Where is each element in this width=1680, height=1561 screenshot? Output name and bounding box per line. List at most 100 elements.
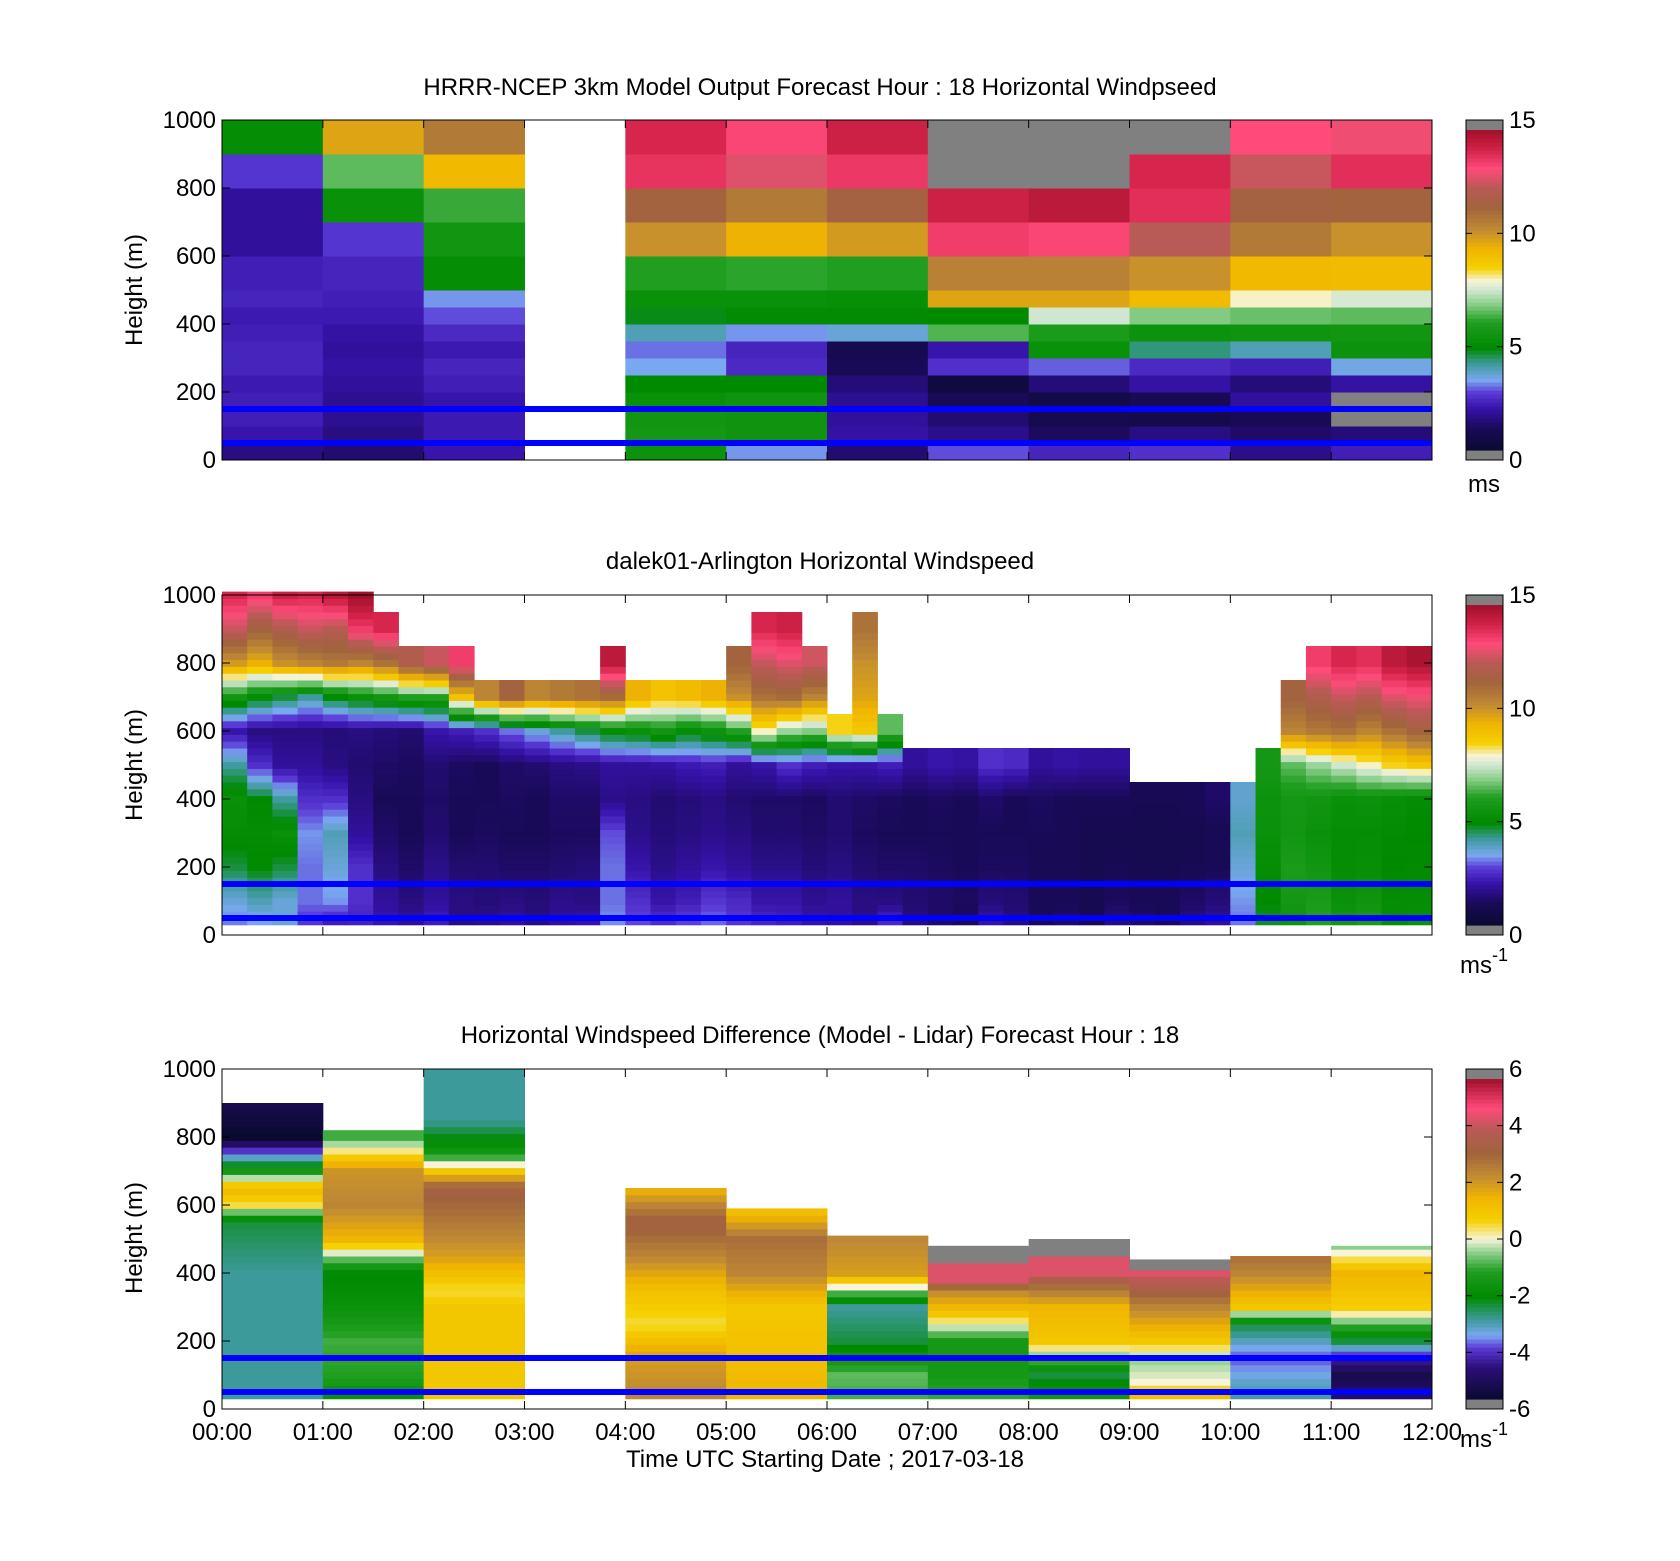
colorbar-swatch [1466,1231,1503,1236]
heatmap-cell [1280,816,1307,824]
heatmap-cell [1331,666,1357,674]
heatmap-cell [322,1222,425,1230]
heatmap-cell [222,1303,324,1311]
heatmap-cell [373,673,399,681]
heatmap-cell [1255,822,1282,831]
heatmap-cell [1053,802,1080,810]
colorbar-swatch [1466,1239,1503,1244]
heatmap-cell [524,720,551,729]
heatmap-cell [448,863,475,871]
heatmap-cell [474,829,500,837]
heatmap-cell [776,734,803,742]
heatmap-cell [322,700,349,708]
heatmap-cell [1104,897,1130,905]
heatmap-cell [574,693,601,701]
heatmap-cell [247,714,273,722]
heatmap-cell [877,856,904,865]
heatmap-cell [625,1201,727,1209]
heatmap-cell [297,625,324,633]
heatmap-cell [322,693,349,701]
heatmap-cell [1406,686,1433,695]
colorbar-swatch [1466,809,1503,814]
heatmap-cell [927,802,954,810]
colorbar-swatch [1466,769,1503,774]
heatmap-cell [1305,727,1332,735]
heatmap-cell [902,782,929,790]
heatmap-cell [675,788,702,797]
heatmap-cell [1230,1296,1332,1305]
colorbar-swatch [1466,214,1503,219]
heatmap-cell [1079,748,1105,756]
heatmap-cell [1205,890,1231,899]
heatmap-cell [247,707,273,715]
heatmap-cell [1104,795,1130,803]
heatmap-cell [1079,863,1105,871]
heatmap-cell [222,1364,324,1373]
heatmap-cell [373,836,399,844]
heatmap-cell [423,1371,525,1379]
heatmap-cell [448,761,475,769]
heatmap-cell [1003,782,1030,790]
colorbar-tick-label: 15 [1509,107,1536,134]
heatmap-cell [1331,1364,1433,1373]
heatmap-cell [322,734,349,742]
heatmap-cell [650,748,677,756]
heatmap-cell [373,850,399,858]
heatmap-cell [1154,829,1181,837]
heatmap-cell [1280,707,1307,715]
heatmap-cell [398,904,425,912]
heatmap-cell [700,802,727,810]
heatmap-cell [272,877,299,885]
heatmap-cell [499,884,525,892]
heatmap-cell [650,741,677,749]
heatmap-cell [852,693,878,701]
heatmap-cell [877,850,904,858]
colorbar-tick-label: -6 [1509,1396,1530,1423]
heatmap-cell [222,1235,324,1243]
heatmap-cell [1230,795,1257,803]
heatmap-cell [222,870,248,878]
colorbar-swatch [1466,1131,1503,1136]
heatmap-cell [1356,911,1383,919]
heatmap-cell [1179,788,1206,797]
heatmap-cell [1381,850,1408,858]
heatmap-cell [978,754,1004,763]
heatmap-cell [1003,795,1030,803]
heatmap-cell [1028,1242,1130,1250]
colorbar-swatch [1466,238,1503,243]
heatmap-cell [1331,1317,1433,1325]
heatmap-cell [1331,904,1357,912]
colorbar-swatch [1466,278,1503,283]
heatmap-cell [348,741,374,749]
heatmap-cell [247,612,273,620]
heatmap-cell [751,822,778,831]
heatmap-cell [978,856,1004,865]
heatmap-cell [1255,918,1282,926]
heatmap-cell [499,918,525,926]
colorbar-swatch [1466,190,1503,195]
heatmap-cell [1028,1358,1130,1366]
heatmap-cell [1331,741,1357,749]
heatmap-cell [801,897,828,905]
heatmap-cell [1381,652,1408,661]
heatmap-cell [877,870,904,878]
heatmap-cell [625,1276,727,1284]
heatmap-cell [574,850,601,858]
heatmap-cell [1129,904,1156,912]
heatmap-cell [600,741,626,749]
heatmap-cell [1205,782,1231,790]
heatmap-cell [953,870,979,878]
heatmap-cell [524,884,551,892]
heatmap-cell [423,1194,525,1203]
heatmap-cell [600,720,626,729]
heatmap-cell [574,843,601,851]
y-tick-label: 0 [203,922,216,949]
heatmap-cell [776,870,803,878]
heatmap-cell [726,652,752,661]
heatmap-cell [1079,788,1105,797]
colorbar-swatch [1466,737,1503,742]
colorbar-swatch [1466,1123,1503,1128]
heatmap-cell [499,822,525,831]
heatmap-cell [222,1351,324,1359]
heatmap-cell [499,836,525,844]
